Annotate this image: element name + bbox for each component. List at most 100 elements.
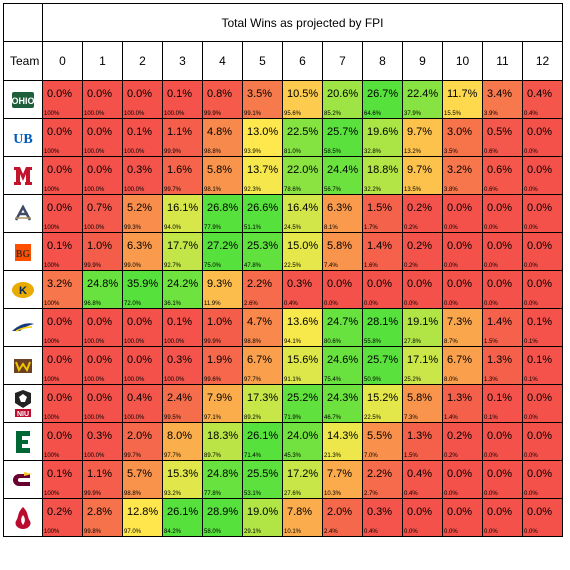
cumulative-value: 94.0% bbox=[164, 225, 182, 231]
cumulative-value: 92.7% bbox=[164, 263, 182, 269]
win-probability-cell: 6.3% 8.1% bbox=[322, 194, 363, 233]
cumulative-value: 3.8% bbox=[444, 187, 458, 193]
cumulative-value: 100% bbox=[44, 263, 60, 269]
probability-value: 0.0% bbox=[487, 240, 513, 252]
probability-value: 4.7% bbox=[247, 316, 273, 328]
wins-column-header: 1 bbox=[82, 41, 123, 81]
probability-value: 2.8% bbox=[87, 506, 113, 518]
wins-column-header: 12 bbox=[522, 41, 563, 81]
probability-value: 0.4% bbox=[127, 392, 153, 404]
probability-value: 1.1% bbox=[87, 468, 113, 480]
cumulative-value: 0.0% bbox=[524, 149, 538, 155]
table-row: 0.0% 100% 0.3% 100.0% 2.0% 99.7% 8.0% 97.7% 18.3… bbox=[3, 422, 563, 461]
win-probability-cell: 6.3% 99.0% bbox=[122, 232, 163, 271]
cumulative-value: 0.0% bbox=[404, 301, 418, 307]
cumulative-value: 0.0% bbox=[524, 453, 538, 459]
win-probability-cell: 0.0% 100.0% bbox=[122, 346, 163, 385]
win-probability-cell: 3.2% 100% bbox=[42, 270, 83, 309]
probability-value: 16.4% bbox=[287, 202, 319, 214]
probability-value: 0.0% bbox=[527, 202, 553, 214]
probability-value: 0.3% bbox=[367, 506, 393, 518]
cumulative-value: 8.1% bbox=[324, 225, 338, 231]
cumulative-value: 51.1% bbox=[244, 225, 262, 231]
win-probability-cell: 0.1% 100% bbox=[42, 460, 83, 499]
table-row: 0.0% 100% 0.7% 100.0% 5.2% 99.3% 16.1% 94.0% 26.… bbox=[3, 194, 563, 233]
win-probability-cell: 0.0% 100.0% bbox=[82, 80, 123, 119]
probability-value: 6.3% bbox=[327, 202, 353, 214]
win-probability-cell: 26.1% 71.4% bbox=[242, 422, 283, 461]
win-probability-cell: 0.3% 100.0% bbox=[162, 346, 203, 385]
win-probability-cell: 0.0% 0.0% bbox=[482, 422, 523, 461]
cumulative-value: 100.0% bbox=[84, 339, 105, 345]
corner-cell bbox=[3, 3, 43, 42]
probability-value: 0.0% bbox=[527, 506, 553, 518]
svg-text:NIU: NIU bbox=[17, 411, 29, 418]
cumulative-value: 100% bbox=[44, 149, 60, 155]
win-probability-cell: 15.2% 22.5% bbox=[362, 384, 403, 423]
probability-value: 0.1% bbox=[47, 468, 73, 480]
probability-value: 20.6% bbox=[327, 88, 359, 100]
win-probability-cell: 0.1% 100.0% bbox=[122, 118, 163, 157]
cumulative-value: 99.9% bbox=[84, 263, 102, 269]
cumulative-value: 2.7% bbox=[364, 491, 378, 497]
probability-value: 0.6% bbox=[487, 164, 513, 176]
win-probability-cell: 18.8% 32.2% bbox=[362, 156, 403, 195]
cumulative-value: 0.0% bbox=[524, 415, 538, 421]
probability-value: 28.9% bbox=[207, 506, 239, 518]
win-probability-cell: 0.4% 100.0% bbox=[122, 384, 163, 423]
probability-value: 4.8% bbox=[207, 126, 233, 138]
probability-value: 0.8% bbox=[207, 88, 233, 100]
cumulative-value: 100.0% bbox=[84, 377, 105, 383]
cumulative-value: 100.0% bbox=[84, 415, 105, 421]
probability-value: 0.0% bbox=[447, 278, 473, 290]
win-probability-cell: 28.1% 55.8% bbox=[362, 308, 403, 347]
win-probability-cell: 17.7% 92.7% bbox=[162, 232, 203, 271]
probability-value: 0.2% bbox=[407, 202, 433, 214]
probability-value: 0.3% bbox=[167, 354, 193, 366]
win-probability-cell: 0.0% 0.0% bbox=[442, 270, 483, 309]
probability-value: 18.8% bbox=[367, 164, 399, 176]
probability-value: 0.1% bbox=[47, 240, 73, 252]
cumulative-value: 1.4% bbox=[444, 415, 458, 421]
cumulative-value: 47.8% bbox=[244, 263, 262, 269]
probability-value: 24.8% bbox=[87, 278, 119, 290]
win-probability-cell: 24.0% 45.3% bbox=[282, 422, 323, 461]
cumulative-value: 0.0% bbox=[484, 225, 498, 231]
win-probability-cell: 0.3% 0.4% bbox=[282, 270, 323, 309]
win-probability-cell: 0.0% 0.0% bbox=[482, 232, 523, 271]
win-probability-cell: 0.0% 0.0% bbox=[522, 194, 563, 233]
win-probability-cell: 10.5% 95.6% bbox=[282, 80, 323, 119]
probability-value: 0.4% bbox=[407, 468, 433, 480]
win-probability-cell: 22.0% 78.6% bbox=[282, 156, 323, 195]
probability-value: 26.6% bbox=[247, 202, 279, 214]
win-probability-cell: 0.1% 0.1% bbox=[482, 384, 523, 423]
probability-value: 14.3% bbox=[327, 430, 359, 442]
win-probability-cell: 0.0% 0.0% bbox=[522, 422, 563, 461]
win-probability-cell: 5.5% 7.0% bbox=[362, 422, 403, 461]
probability-value: 22.5% bbox=[287, 126, 319, 138]
buffalo-logo-icon: UB bbox=[3, 118, 43, 157]
probability-value: 0.0% bbox=[47, 316, 73, 328]
probability-value: 25.7% bbox=[367, 354, 399, 366]
cumulative-value: 95.6% bbox=[284, 111, 302, 117]
svg-text:BG: BG bbox=[16, 249, 31, 260]
cumulative-value: 11.9% bbox=[204, 301, 221, 307]
cumulative-value: 58.0% bbox=[204, 529, 222, 535]
cumulative-value: 97.7% bbox=[244, 377, 262, 383]
probability-value: 1.4% bbox=[367, 240, 393, 252]
cumulative-value: 99.9% bbox=[84, 491, 102, 497]
win-probability-cell: 0.0% 100% bbox=[42, 308, 83, 347]
cumulative-value: 100% bbox=[44, 339, 60, 345]
win-probability-cell: 2.0% 99.7% bbox=[122, 422, 163, 461]
win-probability-cell: 0.0% 0.0% bbox=[522, 118, 563, 157]
cumulative-value: 1.3% bbox=[484, 377, 498, 383]
cumulative-value: 22.5% bbox=[364, 415, 382, 421]
probability-value: 0.0% bbox=[447, 468, 473, 480]
cumulative-value: 99.1% bbox=[244, 111, 262, 117]
cumulative-value: 100% bbox=[44, 377, 60, 383]
cumulative-value: 100% bbox=[44, 187, 60, 193]
cumulative-value: 21.3% bbox=[324, 453, 342, 459]
probability-value: 0.0% bbox=[367, 278, 393, 290]
win-probability-cell: 5.8% 7.4% bbox=[322, 232, 363, 271]
